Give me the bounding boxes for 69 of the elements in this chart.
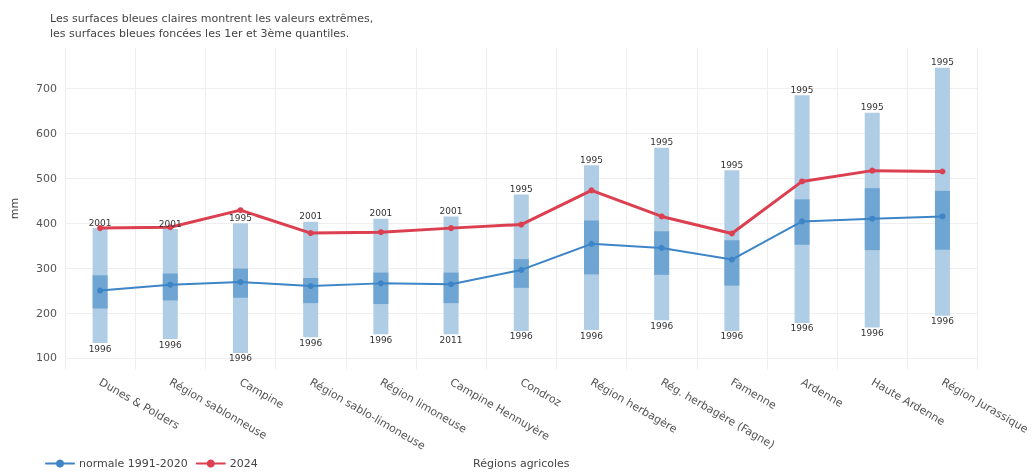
- chart-title: Les surfaces bleues claires montrent les valeurs extrêmes, les surfaces bleues foncées les 1er et 3ème quantiles.: [50, 12, 374, 40]
- annotation: 1995: [580, 154, 603, 165]
- y-tick-label: 300: [36, 261, 57, 275]
- point: [377, 229, 384, 236]
- annotation: 1995: [229, 212, 252, 223]
- bar: [654, 231, 670, 275]
- annotation: 2001: [369, 208, 393, 219]
- annotation: 1996: [860, 327, 884, 338]
- y-axis-title: mm: [8, 197, 21, 220]
- legend-label: 2024: [229, 457, 258, 470]
- point: [658, 213, 665, 220]
- annotation: 2001: [299, 211, 323, 222]
- y-tick-label: 600: [36, 126, 57, 140]
- legend-label: normale 1991-2020: [79, 457, 188, 470]
- annotation: 1996: [229, 353, 253, 364]
- point: [237, 207, 244, 214]
- annotation: 2001: [439, 205, 463, 216]
- point: [869, 167, 876, 174]
- point: [588, 240, 595, 247]
- point: [728, 256, 735, 263]
- annotation: 1996: [509, 331, 533, 342]
- annotation: 1995: [720, 159, 744, 170]
- annotation: 1995: [860, 102, 884, 113]
- annotation: 2011: [439, 334, 463, 345]
- point: [588, 187, 595, 194]
- point: [728, 230, 735, 237]
- annotation: 1995: [509, 183, 533, 194]
- y-tick-label: 100: [36, 351, 57, 365]
- y-tick-label: 500: [36, 171, 57, 185]
- bar: [583, 220, 599, 275]
- point: [518, 266, 525, 273]
- bar: [724, 240, 740, 286]
- point: [448, 281, 455, 288]
- point: [307, 230, 314, 237]
- point: [377, 280, 384, 287]
- point: [448, 225, 455, 232]
- bar: [864, 188, 880, 251]
- bar: [443, 272, 459, 304]
- annotation: 1996: [720, 331, 744, 342]
- annotation: 1995: [790, 84, 814, 95]
- point: [939, 213, 946, 220]
- y-tick-label: 200: [36, 306, 57, 320]
- annotation: 1996: [580, 330, 604, 341]
- point: [97, 287, 104, 294]
- point: [799, 178, 806, 185]
- x-axis-title: Régions agricoles: [473, 457, 570, 470]
- annotation: 1996: [790, 323, 814, 334]
- point: [869, 215, 876, 222]
- annotation: 1996: [299, 337, 323, 348]
- point: [939, 168, 946, 175]
- bar: [794, 199, 810, 245]
- y-tick-label: 400: [36, 216, 57, 230]
- annotation: 1996: [650, 320, 674, 331]
- annotation: 1996: [88, 343, 112, 354]
- annotation: 1995: [930, 57, 954, 68]
- annotation: 1995: [650, 137, 674, 148]
- bar: [934, 190, 950, 250]
- annotation: 1996: [930, 316, 955, 327]
- annotation: 2001: [158, 218, 182, 229]
- y-tick-label: 700: [36, 81, 57, 95]
- bar: [373, 272, 389, 305]
- annotation: 2001: [88, 217, 112, 228]
- point: [658, 244, 665, 251]
- point: [799, 218, 806, 225]
- point: [307, 283, 314, 290]
- bar: [92, 275, 108, 309]
- point: [237, 279, 244, 286]
- annotation: 1996: [158, 339, 183, 350]
- annotation: 1996: [369, 334, 393, 345]
